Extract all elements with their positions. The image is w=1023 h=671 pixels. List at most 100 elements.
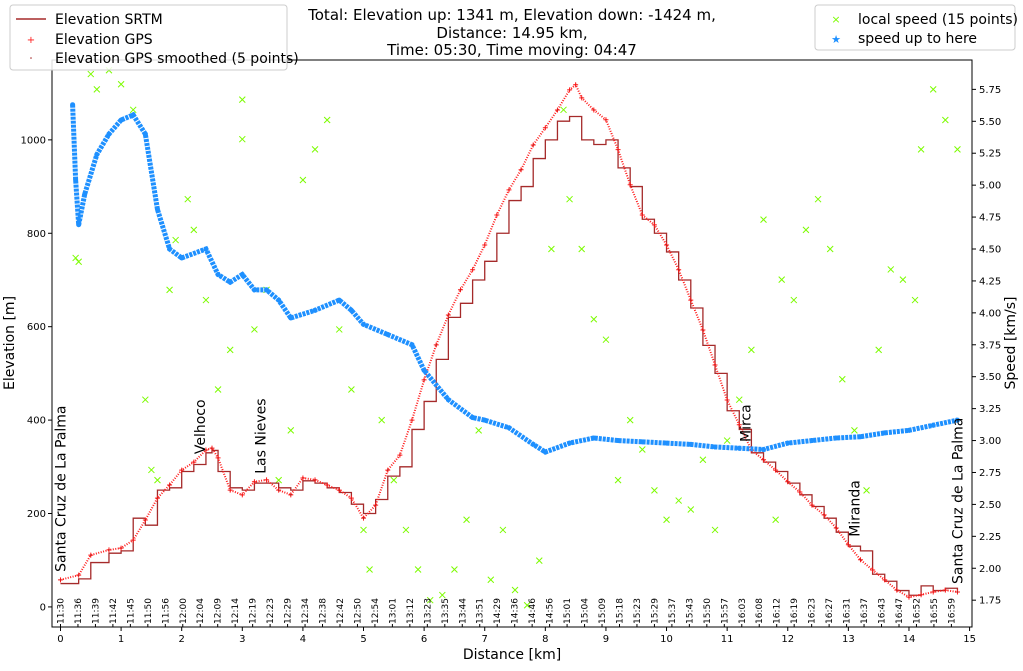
time-tick-label: 15:18 <box>615 598 625 624</box>
local-speed-point <box>238 135 246 143</box>
time-tick-label: 11:39 <box>91 598 101 624</box>
gps-smoothed-point <box>702 329 704 331</box>
local-speed-point <box>851 426 858 434</box>
local-speed-point <box>748 346 755 354</box>
legend-gps-label: Elevation GPS <box>55 32 153 48</box>
cumulative-speed-point <box>954 417 960 423</box>
time-tick-label: 16:19 <box>790 598 800 624</box>
local-speed-point <box>838 375 846 383</box>
gps-smoothed-point <box>532 144 535 146</box>
legend-srtm-label: Elevation SRTM <box>55 12 163 28</box>
gps-smoothed-point <box>447 314 450 316</box>
x-tick-label: 15 <box>963 634 976 645</box>
local-speed-point <box>414 566 422 573</box>
local-speed-point <box>917 146 925 153</box>
local-speed-point <box>348 386 355 393</box>
local-speed-point <box>287 426 295 434</box>
local-speed-point <box>172 236 179 244</box>
y-right-tick-label: 4.25 <box>979 276 1001 287</box>
time-tick-label: 11:50 <box>144 598 154 624</box>
local-speed-point <box>548 245 555 253</box>
cumulative-speed-point <box>785 440 791 446</box>
gps-smoothed-point <box>289 494 292 496</box>
cumulative-speed-point <box>154 206 160 212</box>
local-speed-point <box>523 601 531 609</box>
gps-smoothed-point <box>762 458 765 461</box>
y-left-tick-label: 600 <box>27 322 46 333</box>
cumulative-speed-point <box>251 287 257 293</box>
legend-smoothed-swatch <box>30 57 32 59</box>
cumulative-speed-point <box>445 397 451 403</box>
local-speed-point <box>626 416 634 424</box>
time-tick-label: 15:50 <box>703 598 713 624</box>
time-tick-label: 16:59 <box>947 598 957 624</box>
x-tick-label: 0 <box>57 634 63 645</box>
local-speed-point <box>778 276 786 284</box>
time-tick-label: 15:04 <box>581 598 591 624</box>
y-right-tick-label: 5.75 <box>979 85 1001 96</box>
cumulative-speed-point <box>761 446 767 452</box>
y-right-tick-label: 3.00 <box>979 436 1001 447</box>
cumulative-speed-point <box>215 272 221 278</box>
local-speed-point <box>735 396 743 404</box>
time-tick-label: 12:38 <box>319 598 329 624</box>
legend-smoothed-label: Elevation GPS smoothed (5 points) <box>55 51 299 67</box>
time-tick-label: 15:01 <box>563 598 573 624</box>
local-speed-point <box>723 437 731 444</box>
time-tick-label: 16:08 <box>755 598 765 624</box>
time-tick-label: 16:37 <box>860 598 870 624</box>
x-tick-label: 6 <box>421 634 427 645</box>
waypoint-label: Santa Cruz de La Palma <box>53 405 69 571</box>
cumulative-speed-point <box>930 422 936 428</box>
y-axis-right-label: Speed [km/s] <box>1003 296 1019 389</box>
cumulative-speed-point <box>179 255 185 261</box>
gps-smoothed-point <box>665 244 668 246</box>
time-tick-label: 14:56 <box>546 598 556 624</box>
local-speed-point <box>578 245 586 253</box>
cumulative-speed-point <box>542 449 548 455</box>
local-speed-point <box>941 116 949 124</box>
y-right-tick-label: 4.00 <box>979 308 1001 319</box>
y-right-tick-label: 4.75 <box>979 213 1001 224</box>
local-speed-point <box>675 497 683 504</box>
cumulative-speed-trace <box>70 104 958 455</box>
cumulative-speed-point <box>482 417 488 423</box>
local-speed-point <box>711 526 719 534</box>
cumulative-speed-point <box>421 367 427 373</box>
srtm-elevation-line <box>60 115 959 596</box>
local-speed-point <box>141 396 149 404</box>
y-left-tick-label: 400 <box>27 416 46 427</box>
cumulative-speed-point <box>591 435 597 441</box>
gps-smoothed-point <box>956 591 959 593</box>
time-tick-label: 12:09 <box>214 598 224 624</box>
local-speed-point <box>402 526 410 534</box>
local-speed-point <box>929 86 937 93</box>
local-speed-point <box>463 516 470 524</box>
legend-local-speed-label: local speed (15 points) <box>858 12 1018 28</box>
time-tick-label: 13:44 <box>458 598 468 624</box>
time-tick-label: 11:45 <box>126 598 136 624</box>
y-axis-left-label: Elevation [m] <box>2 296 18 390</box>
local-speed-point <box>651 487 658 494</box>
time-tick-label: 12:34 <box>301 598 311 624</box>
cumulative-speed-point <box>288 315 294 321</box>
time-tick-label: 12:04 <box>196 598 206 624</box>
y-right-tick-label: 5.25 <box>979 149 1001 160</box>
gps-smoothed-point <box>362 517 365 519</box>
local-speed-point <box>638 446 646 453</box>
local-speed-point <box>154 476 161 484</box>
cumulative-speed-point <box>264 287 270 293</box>
cumulative-speed-point <box>809 438 815 444</box>
chart-title-line-3: Time: 05:30, Time moving: 04:47 <box>386 41 637 59</box>
gps-smoothed-point <box>168 484 171 486</box>
local-speed-point <box>360 526 367 534</box>
local-speed-point <box>190 226 198 234</box>
x-tick-label: 8 <box>542 634 548 645</box>
local-speed-point <box>663 516 670 524</box>
x-tick-label: 4 <box>300 634 306 645</box>
gps-smoothed-point <box>520 168 522 171</box>
y-left-tick-label: 1000 <box>21 135 46 146</box>
x-tick-label: 5 <box>360 634 366 645</box>
gps-smoothed-point <box>835 527 838 529</box>
cumulative-speed-point <box>882 430 888 436</box>
